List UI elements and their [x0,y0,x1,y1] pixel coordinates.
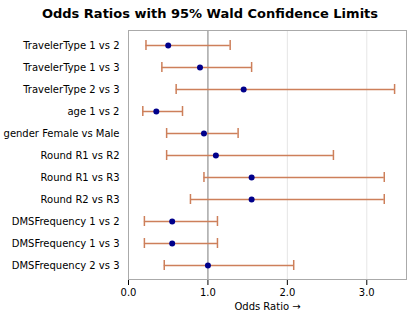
html-text:Odds Ratios with 95% Wald Conf: Odds Ratios with 95% Wald Confidence Lim… [41,6,378,21]
svg-text:0.0: 0.0 [121,287,137,298]
svg-text:Round R1 vs R3: Round R1 vs R3 [41,172,120,183]
svg-text:DMSFrequency 1 vs 3: DMSFrequency 1 vs 3 [12,238,120,249]
svg-text:DMSFrequency 1 vs 2: DMSFrequency 1 vs 2 [12,216,120,227]
svg-text:1.0: 1.0 [200,287,216,298]
svg-text:TravelerType 1 vs 2: TravelerType 1 vs 2 [22,40,119,51]
svg-text:TravelerType 2 vs 3: TravelerType 2 vs 3 [22,84,119,95]
svg-text:Round R2 vs R3: Round R2 vs R3 [41,194,120,205]
svg-text:2.0: 2.0 [279,287,295,298]
svg-text:TravelerType 1 vs 3: TravelerType 1 vs 3 [22,62,119,73]
svg-text:DMSFrequency 2 vs 3: DMSFrequency 2 vs 3 [12,260,120,271]
svg-text:3.0: 3.0 [359,287,375,298]
svg-text:gender Female vs Male: gender Female vs Male [4,128,120,139]
svg-text:age 1 vs 2: age 1 vs 2 [67,106,119,117]
svg-text:Round R1 vs R2: Round R1 vs R2 [41,150,120,161]
svg-text:Odds Ratio →: Odds Ratio → [234,301,300,312]
